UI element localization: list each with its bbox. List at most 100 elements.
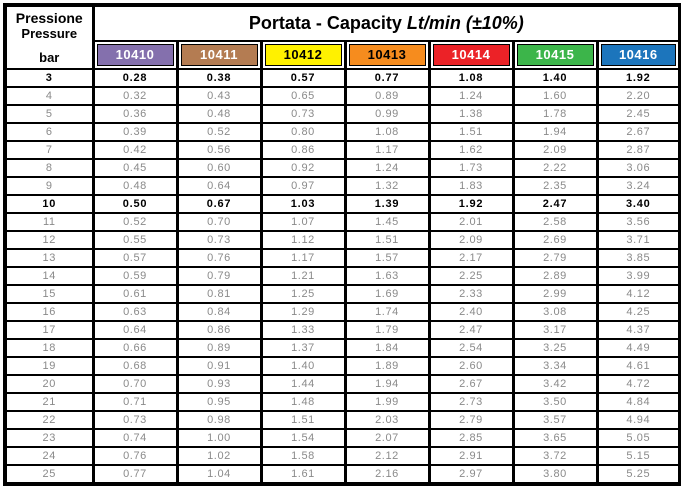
model-color-header-row: 10410 10411 10412 10413 10414 10415 10416 — [5, 40, 681, 70]
capacity-value-10415: 3.50 — [511, 392, 599, 412]
capacity-value-10412: 1.12 — [259, 230, 347, 250]
capacity-value-10410: 0.55 — [91, 230, 179, 250]
capacity-value-10413: 1.74 — [343, 302, 431, 322]
capacity-value-10412: 0.65 — [259, 86, 347, 106]
pressure-value: 16 — [3, 302, 95, 322]
capacity-value-10414: 1.92 — [427, 194, 515, 214]
capacity-value-10413: 0.89 — [343, 86, 431, 106]
pressure-value: 10 — [3, 194, 95, 214]
capacity-value-10411: 0.76 — [175, 248, 263, 268]
capacity-value-10410: 0.32 — [91, 86, 179, 106]
capacity-value-10411: 0.95 — [175, 392, 263, 412]
capacity-value-10410: 0.45 — [91, 158, 179, 178]
table-row: 11 0.52 0.70 1.07 1.45 2.01 2.58 3.56 — [3, 212, 681, 232]
capacity-value-10416: 4.94 — [595, 410, 681, 430]
capacity-value-10416: 3.71 — [595, 230, 681, 250]
table-row: 13 0.57 0.76 1.17 1.57 2.17 2.79 3.85 — [3, 248, 681, 268]
capacity-value-10413: 1.99 — [343, 392, 431, 412]
capacity-value-10416: 5.05 — [595, 428, 681, 448]
capacity-value-10411: 0.89 — [175, 338, 263, 358]
capacity-value-10414: 2.47 — [427, 320, 515, 340]
model-color-chip: 10411 — [180, 44, 258, 66]
capacity-value-10412: 1.40 — [259, 356, 347, 376]
pressure-value: 19 — [3, 356, 95, 376]
capacity-value-10414: 1.73 — [427, 158, 515, 178]
pressure-value: 5 — [3, 104, 95, 124]
capacity-value-10413: 1.94 — [343, 374, 431, 394]
table-row: 25 0.77 1.04 1.61 2.16 2.97 3.80 5.25 — [3, 464, 681, 485]
title-unit: Lt/min (±10%) — [406, 13, 524, 33]
capacity-value-10410: 0.77 — [91, 464, 179, 485]
capacity-value-10411: 1.04 — [175, 464, 263, 485]
capacity-value-10414: 2.60 — [427, 356, 515, 376]
capacity-value-10415: 2.47 — [511, 194, 599, 214]
capacity-value-10416: 4.25 — [595, 302, 681, 322]
column-header-10411: 10411 — [175, 40, 263, 70]
capacity-value-10414: 2.01 — [427, 212, 515, 232]
table-row: 22 0.73 0.98 1.51 2.03 2.79 3.57 4.94 — [3, 410, 681, 430]
pressure-value: 7 — [3, 140, 95, 160]
capacity-value-10411: 1.00 — [175, 428, 263, 448]
capacity-value-10416: 2.87 — [595, 140, 681, 160]
pressure-label-it: Pressione — [15, 10, 83, 26]
capacity-value-10411: 0.64 — [175, 176, 263, 196]
capacity-value-10413: 1.51 — [343, 230, 431, 250]
capacity-value-10416: 1.92 — [595, 68, 681, 88]
column-header-10415: 10415 — [511, 40, 599, 70]
capacity-value-10414: 1.38 — [427, 104, 515, 124]
capacity-value-10414: 2.09 — [427, 230, 515, 250]
capacity-value-10412: 0.86 — [259, 140, 347, 160]
pressure-value: 12 — [3, 230, 95, 250]
capacity-value-10415: 2.79 — [511, 248, 599, 268]
capacity-value-10415: 3.57 — [511, 410, 599, 430]
table-row: 18 0.66 0.89 1.37 1.84 2.54 3.25 4.49 — [3, 338, 681, 358]
capacity-value-10411: 0.84 — [175, 302, 263, 322]
capacity-value-10410: 0.64 — [91, 320, 179, 340]
table-row: 14 0.59 0.79 1.21 1.63 2.25 2.89 3.99 — [3, 266, 681, 286]
capacity-value-10411: 0.73 — [175, 230, 263, 250]
capacity-value-10412: 1.54 — [259, 428, 347, 448]
table-row: 19 0.68 0.91 1.40 1.89 2.60 3.34 4.61 — [3, 356, 681, 376]
capacity-value-10411: 0.60 — [175, 158, 263, 178]
capacity-value-10415: 2.58 — [511, 212, 599, 232]
capacity-value-10416: 4.12 — [595, 284, 681, 304]
table-row: 3 0.28 0.38 0.57 0.77 1.08 1.40 1.92 — [3, 68, 681, 88]
capacity-value-10412: 1.33 — [259, 320, 347, 340]
capacity-value-10411: 0.38 — [175, 68, 263, 88]
pressure-value: 3 — [3, 68, 95, 88]
capacity-value-10413: 1.57 — [343, 248, 431, 268]
capacity-value-10416: 3.99 — [595, 266, 681, 286]
capacity-value-10415: 3.34 — [511, 356, 599, 376]
capacity-value-10413: 1.84 — [343, 338, 431, 358]
capacity-value-10416: 2.67 — [595, 122, 681, 142]
pressure-unit-label: bar — [39, 50, 60, 65]
pressure-value: 23 — [3, 428, 95, 448]
table-row: 6 0.39 0.52 0.80 1.08 1.51 1.94 2.67 — [3, 122, 681, 142]
capacity-value-10416: 4.61 — [595, 356, 681, 376]
table-row: 23 0.74 1.00 1.54 2.07 2.85 3.65 5.05 — [3, 428, 681, 448]
capacity-value-10413: 0.77 — [343, 68, 431, 88]
column-header-10410: 10410 — [91, 40, 179, 70]
capacity-value-10412: 1.51 — [259, 410, 347, 430]
capacity-value-10415: 1.40 — [511, 68, 599, 88]
table-row: 10 0.50 0.67 1.03 1.39 1.92 2.47 3.40 — [3, 194, 681, 214]
capacity-value-10414: 2.97 — [427, 464, 515, 485]
capacity-value-10416: 4.72 — [595, 374, 681, 394]
capacity-value-10410: 0.59 — [91, 266, 179, 286]
pressure-value: 4 — [3, 86, 95, 106]
pressure-value: 18 — [3, 338, 95, 358]
capacity-value-10416: 2.20 — [595, 86, 681, 106]
capacity-value-10413: 0.99 — [343, 104, 431, 124]
capacity-value-10416: 3.56 — [595, 212, 681, 232]
capacity-value-10410: 0.74 — [91, 428, 179, 448]
capacity-value-10415: 1.60 — [511, 86, 599, 106]
capacity-value-10416: 3.85 — [595, 248, 681, 268]
pressure-value: 15 — [3, 284, 95, 304]
capacity-value-10413: 2.03 — [343, 410, 431, 430]
capacity-table: Pressione Pressure bar Portata - Capacit… — [3, 3, 681, 486]
capacity-value-10415: 1.78 — [511, 104, 599, 124]
model-color-chip: 10414 — [432, 44, 510, 66]
pressure-value: 14 — [3, 266, 95, 286]
capacity-value-10414: 1.51 — [427, 122, 515, 142]
capacity-value-10412: 1.37 — [259, 338, 347, 358]
